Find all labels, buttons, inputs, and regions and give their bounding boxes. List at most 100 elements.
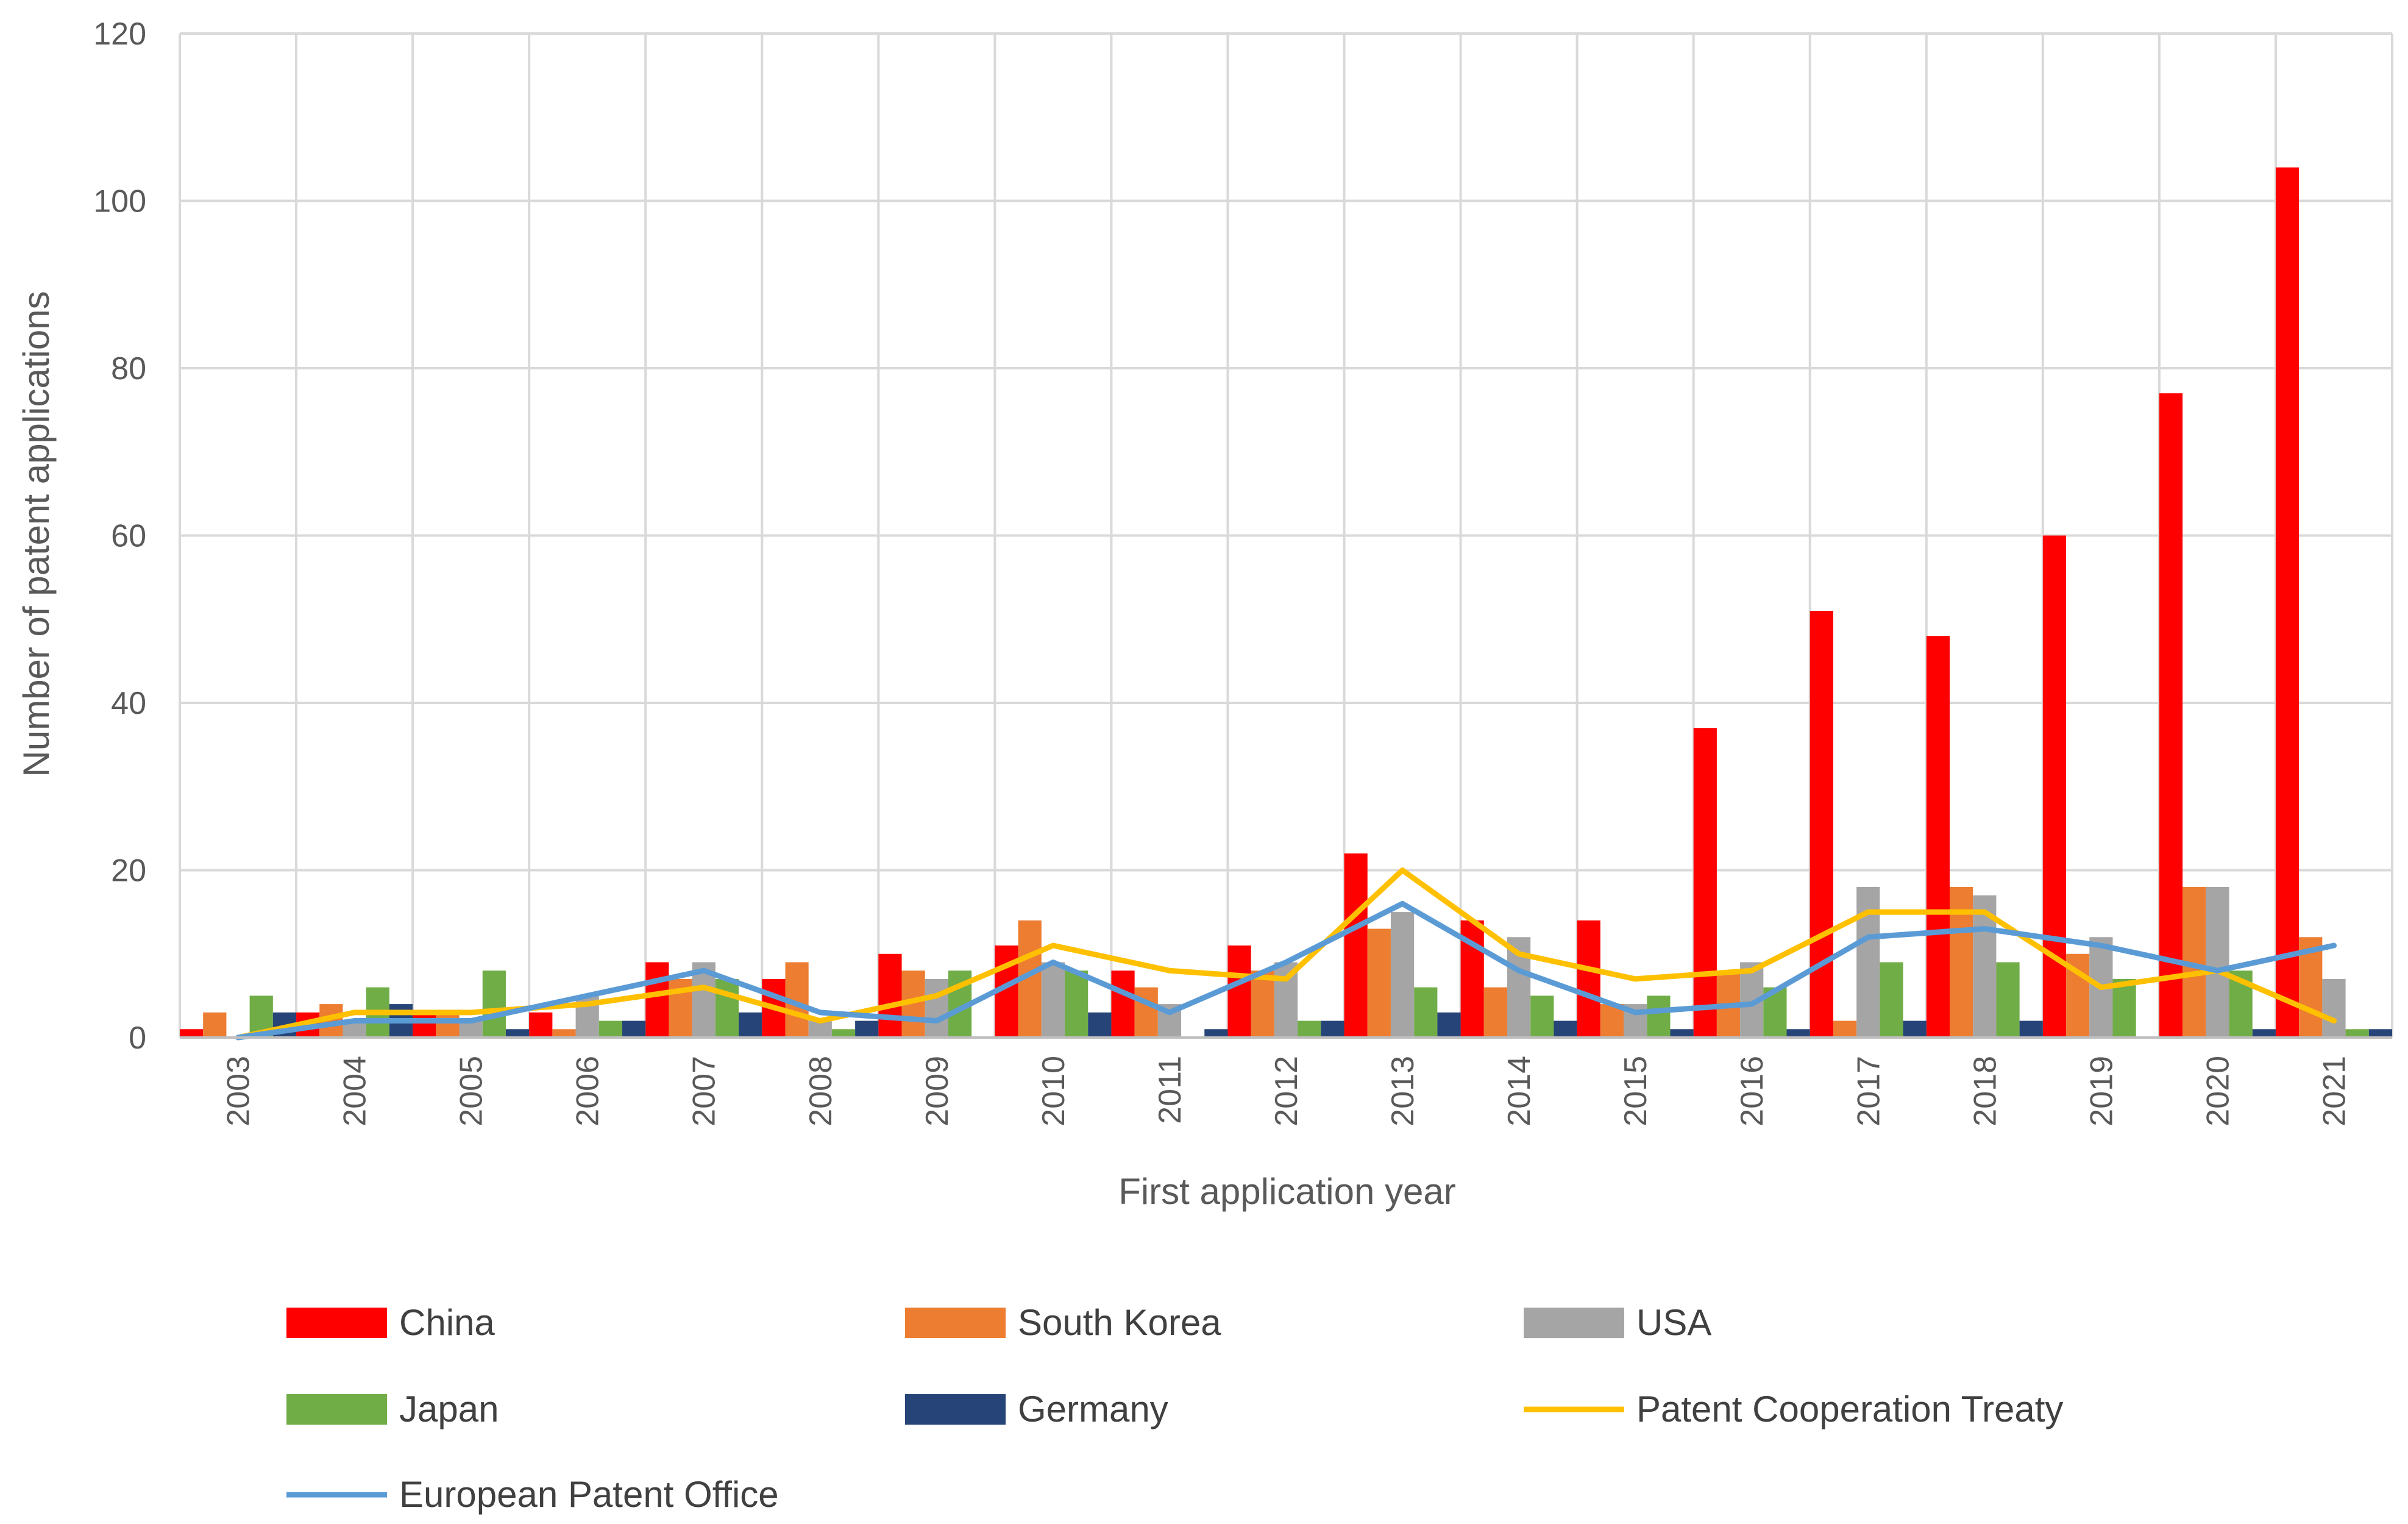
bar-japan (1996, 962, 2020, 1038)
y-tick-label: 20 (111, 853, 146, 889)
legend-label-patent-cooperation-treaty: Patent Cooperation Treaty (1636, 1389, 2063, 1430)
legend-label-japan: Japan (399, 1389, 499, 1430)
x-tick-label: 2018 (1967, 1056, 2003, 1127)
bar-japan (2345, 1029, 2369, 1038)
bar-south-korea (1483, 987, 1507, 1038)
x-tick-label: 2011 (1153, 1056, 1188, 1124)
x-tick-label: 2005 (454, 1056, 489, 1127)
bar-germany (855, 1020, 879, 1038)
bar-south-korea (1134, 987, 1158, 1038)
bar-china (645, 962, 669, 1038)
x-tick-label: 2014 (1502, 1056, 1537, 1127)
bar-germany (2252, 1029, 2276, 1038)
x-tick-label: 2021 (2317, 1056, 2352, 1127)
bar-usa (1041, 962, 1065, 1038)
x-tick-label: 2020 (2200, 1056, 2236, 1127)
bar-south-korea (1367, 928, 1391, 1038)
x-tick-label: 2019 (2084, 1056, 2119, 1127)
bar-usa (2322, 978, 2346, 1038)
bar-germany (1786, 1029, 1810, 1038)
x-tick-label: 2008 (803, 1056, 839, 1127)
bar-south-korea (436, 1012, 460, 1038)
bar-japan (1065, 970, 1089, 1038)
legend-label-south-korea: South Korea (1018, 1302, 1221, 1343)
x-tick-label: 2010 (1036, 1056, 1071, 1127)
bar-germany (1204, 1029, 1228, 1038)
bar-china (180, 1029, 204, 1038)
bar-china (529, 1012, 553, 1038)
bar-usa (459, 1020, 483, 1038)
bar-germany (1088, 1012, 1112, 1038)
bar-japan (2112, 978, 2136, 1038)
bar-japan (598, 1020, 622, 1038)
legend-label-european-patent-office: European Patent Office (399, 1474, 779, 1515)
bar-germany (1437, 1012, 1461, 1038)
y-tick-label: 80 (111, 351, 146, 386)
line-layer (235, 867, 2337, 1041)
bar-germany (1321, 1020, 1344, 1038)
legend-swatch-south-korea (905, 1308, 1006, 1338)
legend-swatch-germany (905, 1394, 1006, 1425)
bar-japan (482, 970, 506, 1038)
legend-label-germany: Germany (1018, 1389, 1168, 1430)
bar-usa (2206, 886, 2229, 1038)
bar-japan (1298, 1020, 1321, 1038)
x-tick-label: 2007 (687, 1056, 722, 1127)
y-axis-title: Number of patent applications (16, 291, 57, 777)
bar-germany (505, 1029, 530, 1038)
x-tick-label: 2003 (221, 1056, 257, 1127)
bar-usa (1390, 912, 1415, 1038)
bar-germany (739, 1012, 762, 1038)
x-tick-label: 2017 (1851, 1056, 1886, 1127)
axis-layer: 0 20 40 60 80 100 120 2003 2004 2005 2006 2007 2008 2… (93, 16, 2392, 1127)
bar-china (2159, 393, 2183, 1038)
bar-china (1227, 945, 1251, 1038)
bar-south-korea (552, 1029, 576, 1038)
bar-japan (1414, 987, 1438, 1038)
x-tick-label: 2015 (1618, 1056, 1653, 1127)
bar-germany (2368, 1029, 2392, 1038)
x-tick-label: 2016 (1735, 1056, 1770, 1127)
line-patent-cooperation-treaty (235, 867, 2337, 1041)
bar-china (1926, 636, 1950, 1038)
y-tick-label: 40 (111, 686, 146, 721)
x-tick-label: 2012 (1269, 1056, 1304, 1127)
legend-swatch-usa (1524, 1308, 1624, 1338)
bar-china (1577, 920, 1600, 1038)
bar-china (2275, 167, 2300, 1038)
bar-china (1111, 970, 1135, 1038)
bar-usa (925, 978, 948, 1038)
bar-china (1693, 728, 1717, 1038)
bar-germany (622, 1020, 646, 1038)
bar-japan (1880, 962, 1903, 1038)
bar-germany (1554, 1020, 1577, 1038)
bar-china (1810, 611, 1833, 1038)
y-tick-label: 120 (93, 16, 146, 52)
legend-swatch-japan (286, 1394, 387, 1425)
bar-usa (808, 1020, 832, 1038)
bar-japan (1530, 995, 1554, 1038)
x-axis-title: First application year (1118, 1171, 1456, 1212)
legend: China South Korea USA Japan Germany Patent Co… (286, 1302, 2063, 1515)
y-tick-label: 60 (111, 519, 146, 554)
y-tick-label: 100 (93, 184, 146, 219)
x-tick-label: 2006 (570, 1056, 606, 1127)
y-tick-label: 0 (129, 1020, 146, 1056)
bar-layer (180, 167, 2392, 1038)
bar-japan (831, 1029, 856, 1038)
line-european-patent-office (235, 900, 2337, 1041)
bar-china (1344, 853, 1368, 1038)
bar-japan (1647, 995, 1671, 1038)
legend-swatch-china (286, 1308, 387, 1338)
x-tick-label: 2009 (920, 1056, 955, 1127)
bar-germany (2019, 1020, 2043, 1038)
bar-south-korea (1833, 1020, 1857, 1038)
bar-germany (1670, 1029, 1694, 1038)
bar-japan (715, 978, 739, 1038)
legend-label-usa: USA (1636, 1302, 1711, 1343)
bar-china (878, 953, 902, 1038)
legend-label-china: China (399, 1302, 495, 1343)
bar-south-korea (203, 1012, 227, 1038)
